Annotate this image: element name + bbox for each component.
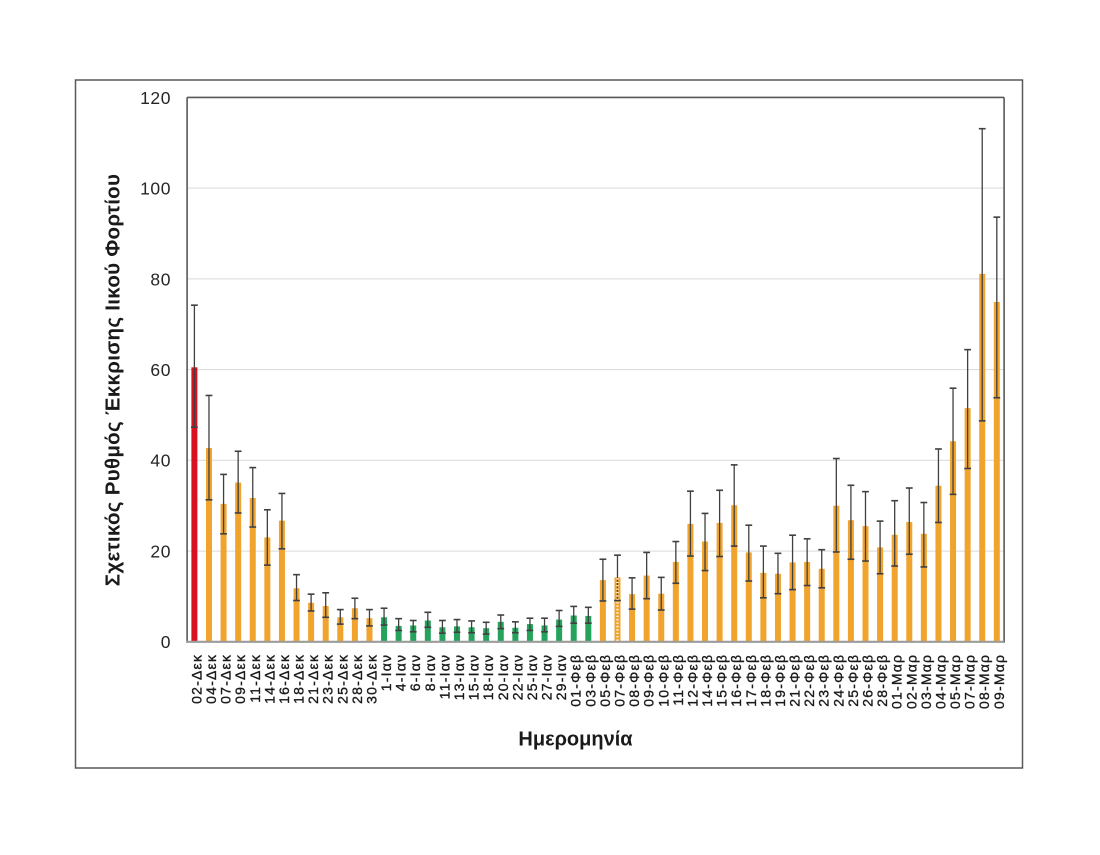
svg-text:1-Ιαν: 1-Ιαν (378, 654, 394, 691)
svg-text:01-Φεβ: 01-Φεβ (568, 654, 584, 707)
svg-text:100: 100 (140, 179, 171, 199)
svg-text:30-Δεκ: 30-Δεκ (363, 654, 379, 704)
svg-text:0: 0 (161, 632, 171, 652)
svg-text:09-Φεβ: 09-Φεβ (641, 654, 657, 707)
svg-text:23-Φεβ: 23-Φεβ (816, 654, 832, 707)
svg-text:05-Φεβ: 05-Φεβ (597, 654, 613, 707)
svg-text:07-Φεβ: 07-Φεβ (611, 654, 627, 707)
svg-text:18-Δεκ: 18-Δεκ (291, 654, 307, 704)
svg-text:08-Φεβ: 08-Φεβ (626, 654, 642, 707)
svg-text:14-Φεβ: 14-Φεβ (699, 654, 715, 707)
svg-text:20-Ιαν: 20-Ιαν (495, 654, 511, 700)
svg-text:22-Ιαν: 22-Ιαν (509, 654, 525, 700)
svg-text:07-Μαρ: 07-Μαρ (962, 654, 978, 709)
svg-text:120: 120 (140, 88, 171, 108)
svg-text:09-Δεκ: 09-Δεκ (232, 654, 248, 704)
svg-text:29-Ιαν: 29-Ιαν (553, 654, 569, 700)
svg-text:6-Ιαν: 6-Ιαν (407, 654, 423, 691)
svg-text:11-Φεβ: 11-Φεβ (670, 654, 686, 706)
svg-text:18-Φεβ: 18-Φεβ (757, 654, 773, 707)
svg-text:03-Μαρ: 03-Μαρ (918, 654, 934, 709)
svg-text:08-Μαρ: 08-Μαρ (976, 654, 992, 709)
svg-text:16-Δεκ: 16-Δεκ (276, 654, 292, 704)
svg-text:Σχετικός Ρυθμός Έκκρισης Ιικού: Σχετικός Ρυθμός Έκκρισης Ιικού Φορτίου (102, 174, 125, 587)
svg-text:05-Μαρ: 05-Μαρ (947, 654, 963, 709)
svg-text:15-Φεβ: 15-Φεβ (714, 654, 730, 707)
svg-text:11-Δεκ: 11-Δεκ (247, 654, 263, 703)
svg-text:28-Φεβ: 28-Φεβ (874, 654, 890, 707)
svg-text:25-Δεκ: 25-Δεκ (334, 654, 350, 704)
svg-text:04-Δεκ: 04-Δεκ (203, 654, 219, 704)
svg-text:21-Δεκ: 21-Δεκ (305, 654, 321, 704)
svg-text:13-Ιαν: 13-Ιαν (451, 654, 467, 700)
svg-text:18-Ιαν: 18-Ιαν (480, 654, 496, 700)
svg-text:21-Φεβ: 21-Φεβ (787, 654, 803, 707)
svg-text:80: 80 (150, 269, 171, 289)
svg-text:20: 20 (150, 542, 171, 562)
svg-text:04-Μαρ: 04-Μαρ (932, 654, 948, 709)
svg-text:27-Ιαν: 27-Ιαν (539, 654, 555, 700)
svg-text:28-Δεκ: 28-Δεκ (349, 654, 365, 704)
svg-text:07-Δεκ: 07-Δεκ (218, 654, 234, 704)
svg-text:15-Ιαν: 15-Ιαν (466, 654, 482, 700)
svg-text:25-Φεβ: 25-Φεβ (845, 654, 861, 707)
svg-text:25-Ιαν: 25-Ιαν (524, 654, 540, 700)
svg-text:19-Φεβ: 19-Φεβ (772, 654, 788, 707)
svg-text:14-Δεκ: 14-Δεκ (261, 654, 277, 704)
svg-text:40: 40 (150, 451, 171, 471)
svg-text:11-Ιαν: 11-Ιαν (436, 654, 452, 699)
svg-text:8-Ιαν: 8-Ιαν (422, 654, 438, 691)
svg-text:26-Φεβ: 26-Φεβ (860, 654, 876, 707)
svg-text:23-Δεκ: 23-Δεκ (320, 654, 336, 704)
svg-text:12-Φεβ: 12-Φεβ (684, 654, 700, 707)
svg-text:22-Φεβ: 22-Φεβ (801, 654, 817, 707)
svg-text:02-Δεκ: 02-Δεκ (188, 654, 204, 704)
svg-text:60: 60 (150, 360, 171, 380)
svg-text:03-Φεβ: 03-Φεβ (582, 654, 598, 707)
svg-text:02-Μαρ: 02-Μαρ (903, 654, 919, 709)
svg-text:09-Μαρ: 09-Μαρ (991, 654, 1007, 709)
svg-text:16-Φεβ: 16-Φεβ (728, 654, 744, 707)
svg-text:01-Μαρ: 01-Μαρ (889, 654, 905, 709)
svg-text:4-Ιαν: 4-Ιαν (393, 654, 409, 691)
svg-text:17-Φεβ: 17-Φεβ (743, 654, 759, 707)
svg-text:Ημερομηνία: Ημερομηνία (518, 729, 633, 751)
svg-text:24-Φεβ: 24-Φεβ (830, 654, 846, 707)
svg-text:10-Φεβ: 10-Φεβ (655, 654, 671, 707)
